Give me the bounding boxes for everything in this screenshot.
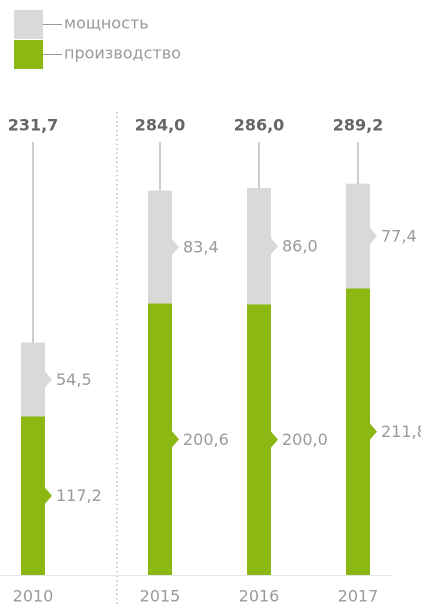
bar-segment (346, 183, 370, 289)
bar-segment (247, 187, 271, 305)
bar-segment (21, 416, 45, 575)
total-label: 231,7 (8, 116, 59, 135)
value-label: 200,6 (183, 430, 229, 449)
label-pointer (370, 227, 377, 244)
value-label: 117,2 (56, 486, 102, 505)
bar-segment (21, 342, 45, 417)
x-tick-label: 2015 (140, 587, 181, 605)
label-pointer (172, 239, 179, 256)
x-tick-label: 2010 (13, 587, 54, 605)
legend-swatch (14, 40, 43, 69)
label-pointer (271, 238, 278, 255)
label-pointer (370, 423, 377, 440)
value-label: 83,4 (183, 238, 219, 257)
legend-label: мощность (64, 14, 149, 33)
legend-swatch (14, 10, 43, 39)
x-tick-label: 2016 (239, 587, 280, 605)
value-label: 77,4 (381, 226, 417, 245)
value-label: 200,0 (282, 430, 328, 449)
label-pointer (45, 487, 52, 504)
bar-segment (346, 288, 370, 575)
value-label: 86,0 (282, 237, 318, 256)
total-label: 286,0 (234, 116, 285, 135)
total-label: 284,0 (135, 116, 186, 135)
value-label: 54,5 (56, 370, 92, 389)
value-label: 211,8 (381, 422, 421, 441)
label-pointer (271, 431, 278, 448)
legend-label: производство (64, 44, 181, 63)
total-label: 289,2 (333, 116, 384, 135)
bar-segment (148, 303, 172, 575)
bar-segment (247, 304, 271, 575)
x-tick-label: 2017 (338, 587, 379, 605)
bar-segment (148, 190, 172, 304)
label-pointer (172, 431, 179, 448)
label-pointer (45, 371, 52, 388)
